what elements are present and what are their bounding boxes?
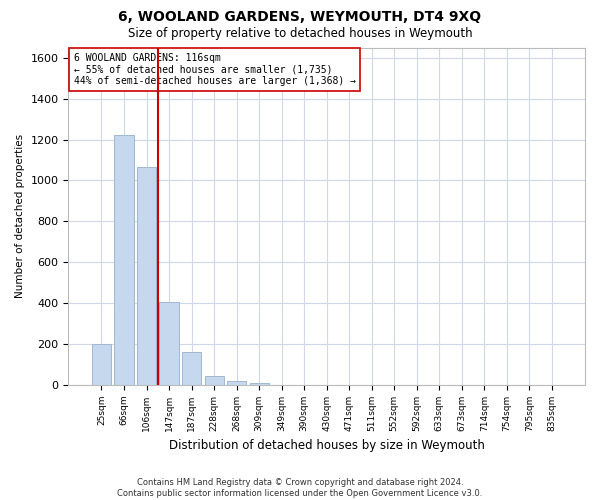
Text: 6 WOOLAND GARDENS: 116sqm
← 55% of detached houses are smaller (1,735)
44% of se: 6 WOOLAND GARDENS: 116sqm ← 55% of detac… bbox=[74, 52, 356, 86]
Text: Contains HM Land Registry data © Crown copyright and database right 2024.
Contai: Contains HM Land Registry data © Crown c… bbox=[118, 478, 482, 498]
Text: Size of property relative to detached houses in Weymouth: Size of property relative to detached ho… bbox=[128, 28, 472, 40]
Bar bbox=[182, 352, 201, 385]
Bar bbox=[227, 381, 246, 385]
Y-axis label: Number of detached properties: Number of detached properties bbox=[15, 134, 25, 298]
Bar bbox=[205, 376, 224, 385]
Bar bbox=[137, 167, 156, 385]
X-axis label: Distribution of detached houses by size in Weymouth: Distribution of detached houses by size … bbox=[169, 440, 485, 452]
Text: 6, WOOLAND GARDENS, WEYMOUTH, DT4 9XQ: 6, WOOLAND GARDENS, WEYMOUTH, DT4 9XQ bbox=[118, 10, 482, 24]
Bar bbox=[160, 302, 179, 385]
Bar bbox=[115, 136, 134, 385]
Bar bbox=[92, 344, 111, 385]
Bar bbox=[250, 383, 269, 385]
